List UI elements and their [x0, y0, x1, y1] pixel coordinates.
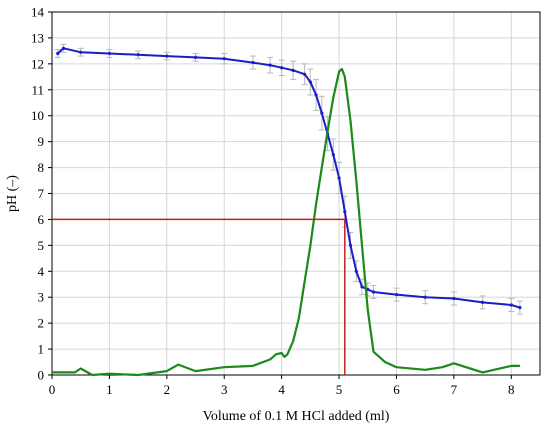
ph-data-point	[394, 293, 399, 297]
ph-data-point	[509, 303, 513, 307]
ph-data-point	[193, 55, 198, 59]
x-tick-label: 2	[164, 382, 171, 397]
ph-data-point	[518, 305, 522, 310]
ph-data-point	[251, 60, 255, 65]
ph-data-point	[222, 57, 226, 61]
x-tick-label: 1	[106, 382, 113, 397]
ph-data-point	[480, 300, 485, 304]
ph-data-point	[56, 51, 60, 56]
ph-data-point	[303, 72, 307, 76]
y-tick-label: 1	[38, 342, 45, 357]
ph-data-point	[136, 53, 140, 57]
ph-data-point	[354, 269, 358, 273]
y-axis-label: pH (–)	[5, 175, 20, 212]
series-layer	[52, 46, 522, 377]
y-tick-label: 4	[38, 264, 45, 279]
y-tick-label: 14	[31, 5, 45, 20]
ph-data-point	[79, 50, 83, 54]
y-tick-label: 2	[38, 316, 45, 331]
ph-data-point	[452, 296, 456, 301]
x-tick-label: 4	[278, 382, 285, 397]
y-tick-label: 10	[31, 108, 44, 123]
ph-data-point	[280, 66, 284, 70]
x-tick-label: 5	[336, 382, 343, 397]
ph-data-point	[331, 153, 335, 157]
ph-data-point	[314, 93, 318, 97]
y-tick-label: 12	[31, 56, 44, 71]
y-tick-label: 7	[38, 186, 45, 201]
y-tick-label: 0	[38, 368, 45, 383]
y-tick-label: 6	[38, 212, 45, 227]
ph-data-point	[165, 54, 169, 58]
ph-data-point	[268, 63, 272, 67]
y-tick-label: 5	[38, 238, 45, 253]
y-tick-label: 3	[38, 290, 45, 305]
ph-data-point	[343, 210, 347, 214]
y-tick-label: 13	[31, 30, 44, 45]
ph-data-point	[360, 285, 364, 289]
y-tick-label: 11	[31, 82, 44, 97]
x-tick-label: 8	[508, 382, 515, 397]
y-tick-label: 8	[38, 160, 45, 175]
ph-data-point	[308, 80, 312, 84]
ph-data-point	[291, 68, 295, 72]
grid	[51, 11, 540, 376]
x-tick-label: 7	[451, 382, 458, 397]
ph-series-line	[57, 47, 521, 309]
y-tick-label: 9	[38, 134, 45, 149]
marker-layer	[52, 218, 346, 375]
x-tick-label: 0	[49, 382, 56, 397]
x-axis-label: Volume of 0.1 M HCl added (ml)	[203, 409, 390, 424]
ph-data-point	[337, 176, 341, 180]
x-tick-label: 3	[221, 382, 228, 397]
ph-data-point	[107, 51, 112, 56]
ph-data-point	[371, 290, 376, 294]
x-tick-label: 6	[393, 382, 400, 397]
derivative-series-line	[52, 67, 520, 377]
ph-error-bars	[54, 43, 523, 315]
ph-data-point	[320, 111, 324, 115]
ph-data-point	[348, 243, 353, 247]
ph-data-point	[61, 46, 66, 50]
ph-data-point	[423, 295, 427, 299]
